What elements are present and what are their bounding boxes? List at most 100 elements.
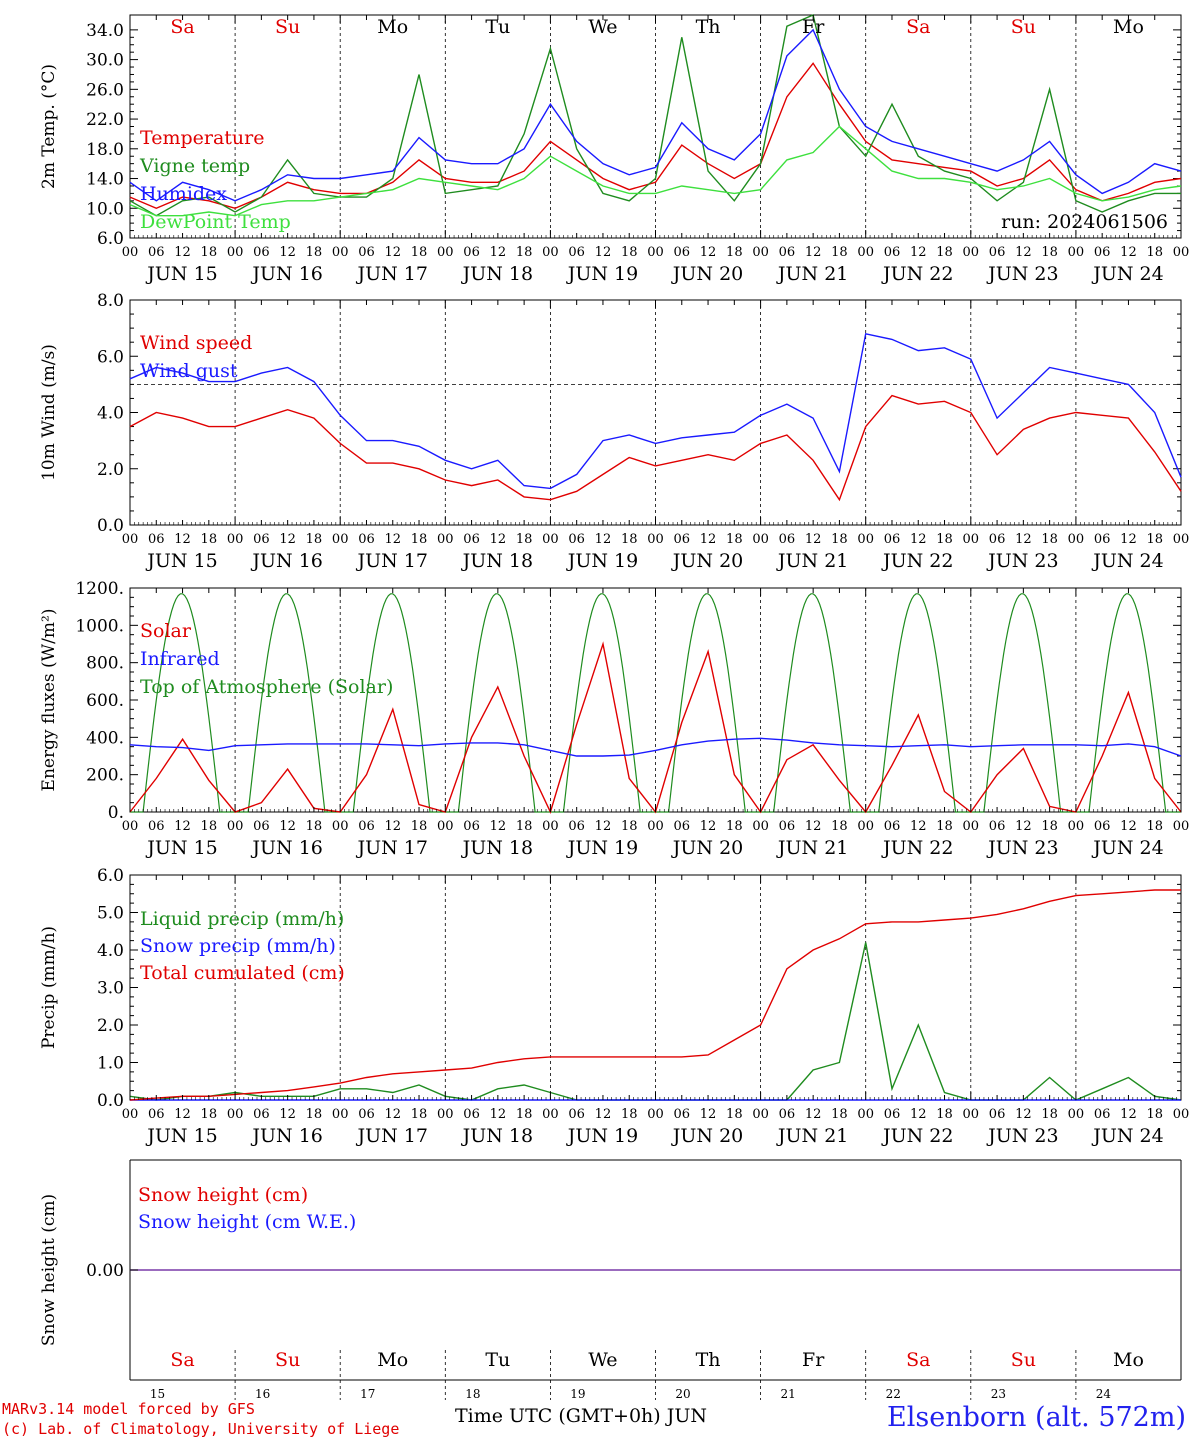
y-axis-label: 10m Wind (m/s)	[39, 344, 59, 481]
x-hour-label: 00	[1173, 245, 1190, 260]
x-hour-label: 00	[122, 532, 139, 547]
x-hour-label: 18	[831, 1107, 848, 1122]
x-hour-label: 12	[279, 819, 296, 834]
weekday-label: Sa	[906, 16, 930, 38]
x-hour-label: 18	[1146, 245, 1163, 260]
x-hour-label: 00	[1068, 1107, 1085, 1122]
x-hour-label: 12	[1120, 532, 1137, 547]
x-hour-label: 12	[700, 1107, 717, 1122]
x-hour-label: 12	[910, 819, 927, 834]
x-hour-label: 00	[1173, 532, 1190, 547]
y-tick-label: 26.0	[86, 80, 124, 100]
x-hour-label: 12	[384, 245, 401, 260]
x-hour-label: 00	[1068, 532, 1085, 547]
y-tick-label: 400.	[86, 728, 124, 748]
y-tick-label: 1.0	[97, 1054, 124, 1074]
x-hour-label: 12	[805, 819, 822, 834]
y-tick-label: 1200.	[75, 579, 124, 599]
day-number-label: 19	[570, 1387, 585, 1401]
y-tick-label: 22.0	[86, 110, 124, 130]
x-hour-label: 06	[989, 819, 1006, 834]
x-date-label: JUN 22	[881, 837, 953, 859]
x-date-label: JUN 21	[776, 550, 848, 572]
x-hour-label: 12	[595, 1107, 612, 1122]
x-date-label: JUN 19	[566, 837, 638, 859]
weekday-label: Fr	[802, 16, 825, 38]
weekday-label: Su	[1011, 16, 1036, 38]
x-hour-label: 00	[437, 1107, 454, 1122]
x-hour-label: 12	[490, 532, 507, 547]
x-hour-label: 00	[542, 819, 559, 834]
x-hour-label: 06	[568, 245, 585, 260]
x-hour-label: 00	[647, 1107, 664, 1122]
series-line-humidex	[129, 28, 1182, 202]
x-hour-label: 12	[174, 819, 191, 834]
x-hour-label: 06	[884, 245, 901, 260]
day-number-label: 17	[360, 1387, 375, 1401]
x-hour-label: 00	[752, 1107, 769, 1122]
x-hour-label: 00	[332, 532, 349, 547]
x-hour-label: 12	[805, 1107, 822, 1122]
x-hour-label: 06	[989, 1107, 1006, 1122]
x-hour-label: 06	[674, 819, 691, 834]
x-hour-label: 18	[306, 532, 323, 547]
x-hour-label: 06	[1094, 245, 1111, 260]
weekday-label: Tu	[485, 16, 510, 38]
x-hour-label: 12	[1015, 1107, 1032, 1122]
x-date-label: JUN 22	[881, 550, 953, 572]
x-hour-label: 18	[306, 1107, 323, 1122]
x-hour-label: 12	[384, 819, 401, 834]
x-hour-label: 12	[910, 245, 927, 260]
x-date-label: JUN 20	[671, 837, 743, 859]
x-hour-label: 12	[595, 245, 612, 260]
x-hour-label: 18	[1041, 819, 1058, 834]
x-hour-label: 06	[568, 819, 585, 834]
day-number-label: 16	[255, 1387, 270, 1401]
x-hour-label: 18	[726, 245, 743, 260]
x-hour-label: 00	[227, 532, 244, 547]
x-hour-label: 00	[122, 245, 139, 260]
legend-entry: Snow precip (mm/h)	[140, 935, 336, 957]
x-date-label: JUN 17	[356, 550, 428, 572]
x-hour-label: 06	[884, 819, 901, 834]
x-hour-label: 18	[621, 532, 638, 547]
x-hour-label: 12	[595, 819, 612, 834]
x-hour-label: 00	[542, 245, 559, 260]
x-date-label: JUN 21	[776, 263, 848, 285]
weekday-label: We	[588, 16, 617, 38]
x-date-label: JUN 21	[776, 1125, 848, 1147]
series-line-vigne-temp	[129, 14, 1181, 217]
x-hour-label: 18	[936, 532, 953, 547]
x-hour-label: 12	[910, 532, 927, 547]
x-hour-label: 00	[332, 245, 349, 260]
x-hour-label: 06	[568, 1107, 585, 1122]
x-hour-label: 12	[1120, 245, 1137, 260]
x-date-label: JUN 22	[881, 1125, 953, 1147]
series-line-temperature	[129, 62, 1182, 210]
weekday-label: Mo	[377, 1349, 408, 1371]
x-hour-label: 12	[279, 1107, 296, 1122]
x-hour-label: 00	[857, 1107, 874, 1122]
x-hour-label: 00	[647, 532, 664, 547]
x-hour-label: 12	[279, 245, 296, 260]
x-date-label: JUN 24	[1091, 1125, 1163, 1147]
x-hour-label: 06	[253, 532, 270, 547]
x-date-label: JUN 16	[250, 837, 322, 859]
x-hour-label: 06	[1094, 1107, 1111, 1122]
x-hour-label: 06	[148, 532, 165, 547]
x-hour-label: 12	[279, 532, 296, 547]
y-axis-label: 2m Temp. (°C)	[39, 64, 59, 189]
day-number-label: 23	[991, 1387, 1006, 1401]
weekday-label: Su	[1011, 1349, 1036, 1371]
legend-entry: Snow height (cm W.E.)	[138, 1211, 356, 1233]
series-line-infrared	[129, 737, 1182, 757]
x-date-label: JUN 18	[461, 1125, 533, 1147]
legend-entry: Temperature	[140, 127, 264, 149]
x-hour-label: 18	[1146, 819, 1163, 834]
x-hour-label: 06	[358, 532, 375, 547]
x-hour-label: 18	[621, 1107, 638, 1122]
weekday-label: Sa	[170, 16, 194, 38]
legend-entry: DewPoint Temp	[140, 211, 291, 233]
x-hour-label: 12	[910, 1107, 927, 1122]
x-date-label: JUN 20	[671, 550, 743, 572]
